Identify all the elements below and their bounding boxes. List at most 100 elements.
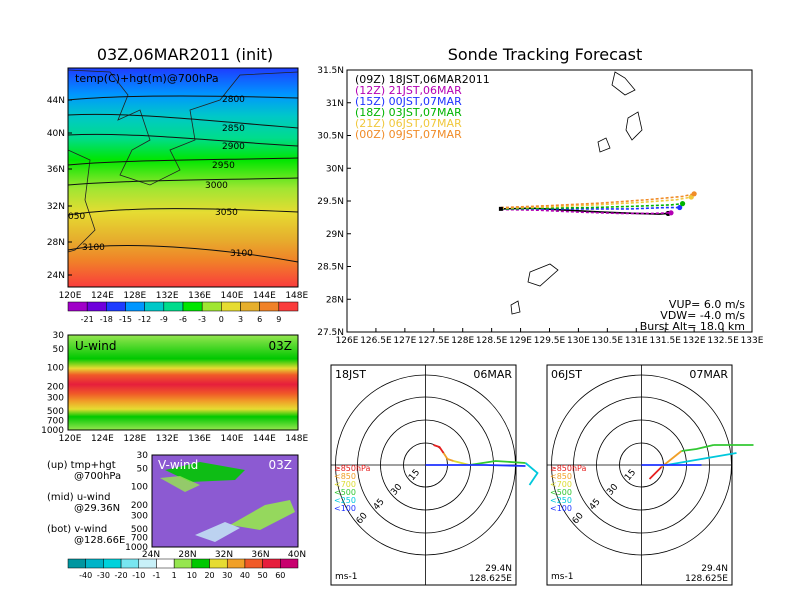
lon-tick-label: 128E <box>123 291 146 301</box>
track-legend-item: (21Z) 06JST,07MAR <box>355 117 462 130</box>
note-line: @29.36N <box>74 503 120 514</box>
pressure-tick-label: 1000 <box>125 543 148 553</box>
pressure-tick-label: 700 <box>47 416 64 426</box>
colorbar-label: -3 <box>198 315 206 324</box>
temp-colorbar: -21 -18 -15 -12 -9 -6 -3 0 3 6 9 <box>67 301 299 324</box>
colorbar-label: -18 <box>100 315 113 324</box>
track-endpoint <box>677 204 683 211</box>
colorbar-label: 20 <box>204 571 214 580</box>
temp-panel-label: temp(C)+hgt(m)@700hPa <box>75 72 219 85</box>
colorbar-swatch <box>280 558 299 569</box>
y-tick-label: 28N <box>326 295 344 305</box>
colorbar-swatch <box>85 558 104 569</box>
coastline-china <box>67 149 96 253</box>
hodograph-lat: 29.4N <box>485 564 512 574</box>
x-tick-label: 133E <box>741 336 764 346</box>
hodograph-legend-item: <700 <box>550 480 572 489</box>
x-tick-label: 126E <box>336 336 359 346</box>
v-wind-time: 03Z <box>269 458 293 472</box>
hodograph-legend-item: <100 <box>550 504 572 513</box>
hodograph-left: 18JST 06MAR29.4N128.625Ems-115304560≥850h… <box>330 364 539 586</box>
y-tick-label: 31N <box>326 99 344 109</box>
note-line: (bot) v-wind <box>47 524 107 535</box>
contour-label: 3000 <box>205 181 228 191</box>
lat-tick-label: 24N <box>142 550 160 560</box>
lon-tick-label: 140E <box>221 434 244 444</box>
u-wind-time: 03Z <box>269 339 293 353</box>
panel-notes: (up) tmp+hgt@700hPa (mid) u-wind@29.36N (b… <box>47 460 125 546</box>
colorbar-label: 50 <box>258 571 268 580</box>
temp-field <box>68 68 298 287</box>
colorbar-swatch <box>201 301 222 312</box>
track-endpoint <box>668 210 674 216</box>
note-line: (up) tmp+hgt <box>47 460 116 471</box>
x-tick-label: 129.5E <box>534 336 566 346</box>
hodograph-legend-item: <700 <box>334 480 356 489</box>
colorbar-label: -10 <box>132 571 145 580</box>
x-tick-label: 126.5E <box>360 336 392 346</box>
v-wind-label: V-wind <box>158 458 198 472</box>
colorbar-swatch <box>67 558 86 569</box>
x-tick-label: 129E <box>509 336 532 346</box>
y-tick-label: 30.5N <box>317 132 344 142</box>
contour-label: 3100 <box>82 243 105 253</box>
wind-colorbar: -40 -30 -20 -10 -1 1 10 20 30 40 50 60 <box>67 558 299 580</box>
colorbar-label: -15 <box>119 315 132 324</box>
y-tick-label: 29N <box>326 230 344 240</box>
hodo-trace-250 <box>469 460 526 466</box>
colorbar-swatch <box>262 558 281 569</box>
lon-tick-label: 148E <box>285 291 308 301</box>
hodograph-legend-item: <850 <box>334 472 356 481</box>
track-param-vup: VUP= 6.0 m/s <box>669 298 745 311</box>
colorbar-swatch <box>221 301 241 312</box>
pressure-tick-label: 50 <box>53 345 65 355</box>
hodograph-time: 18JST <box>335 368 366 381</box>
hodograph-legend-item: ≥850hPa <box>334 464 371 473</box>
x-tick-label: 128E <box>451 336 474 346</box>
colorbar-label: 3 <box>238 315 243 324</box>
track-param-burst: Burst Alt= 18.0 km <box>640 320 745 333</box>
pressure-tick-label: 200 <box>131 501 148 511</box>
note-line: @700hPa <box>74 471 121 482</box>
colorbar-swatch <box>120 558 140 569</box>
colorbar-swatch <box>259 301 280 312</box>
hodograph-legend-item: <250 <box>334 496 356 505</box>
pressure-tick-label: 300 <box>131 511 148 521</box>
x-tick-label: 128.5E <box>476 336 508 346</box>
track-endpoint <box>679 201 686 207</box>
right-title: Sonde Tracking Forecast <box>448 45 643 64</box>
colorbar-swatch <box>106 301 126 312</box>
hodo-trace-850 <box>433 444 445 454</box>
note-line: @128.66E <box>74 535 125 546</box>
x-tick-label: 132.5E <box>707 336 739 346</box>
lat-tick-label: 40N <box>288 550 306 560</box>
track-line <box>500 196 692 209</box>
temp-map-panel: 2800 2850 2900 2950 3000 3050 3100 3100 … <box>47 67 309 301</box>
hodo-trace-700 <box>442 452 454 462</box>
hodograph-legend-item: <500 <box>550 488 572 497</box>
lat-tick-label: 32N <box>47 202 65 212</box>
hodograph-lat: 29.4N <box>701 564 728 574</box>
x-tick-label: 127E <box>393 336 416 346</box>
lat-tick-label: 28N <box>47 238 65 248</box>
colorbar-label: 1 <box>172 571 177 580</box>
hodograph-right: 06JST 07MAR29.4N128.625Ems-115304560≥850h… <box>546 364 754 586</box>
lon-tick-label: 144E <box>253 291 276 301</box>
colorbar-label: -30 <box>97 571 110 580</box>
track-legend-item: (09Z) 18JST,06MAR2011 <box>355 73 490 86</box>
note-line: (mid) u-wind <box>47 492 110 503</box>
x-tick-label: 130.5E <box>592 336 624 346</box>
hodo-trace-100 <box>666 452 737 466</box>
colorbar-label: 30 <box>222 571 232 580</box>
lon-tick-label: 124E <box>91 291 114 301</box>
contour-label: 3050 <box>215 208 238 218</box>
lon-tick-label: 124E <box>91 434 114 444</box>
colorbar-swatch <box>86 301 107 312</box>
lat-tick-label: 40N <box>47 129 65 139</box>
hodograph-legend-item: ≥850hPa <box>550 464 587 473</box>
coastline <box>67 69 299 186</box>
colorbar-label: -6 <box>179 315 187 324</box>
hodograph-lon: 128.625E <box>685 574 728 584</box>
hodo-trace-850 <box>648 466 663 480</box>
u-wind-field <box>68 335 298 430</box>
